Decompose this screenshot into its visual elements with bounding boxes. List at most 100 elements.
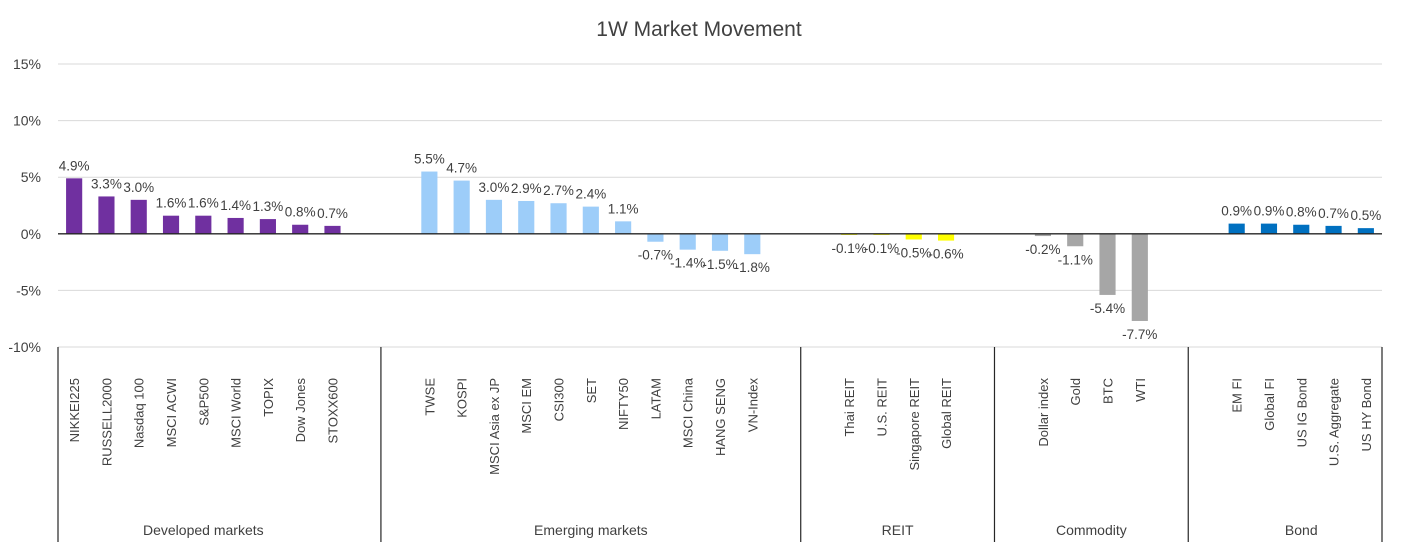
bar bbox=[292, 224, 309, 234]
data-label: 5.5% bbox=[414, 152, 445, 167]
bar bbox=[744, 233, 761, 255]
bar bbox=[324, 225, 341, 234]
bar bbox=[647, 233, 664, 242]
bar bbox=[582, 206, 599, 234]
bar bbox=[937, 233, 955, 241]
category-label: S&P500 bbox=[196, 378, 211, 426]
data-label: 0.9% bbox=[1254, 204, 1285, 219]
data-label: 0.8% bbox=[285, 205, 316, 220]
category-label: MSCI World bbox=[229, 378, 244, 448]
category-label: Singapore REIT bbox=[907, 378, 922, 471]
y-axis-ticks: 15% 10% 5% 0% -5% -10% bbox=[8, 56, 41, 355]
bar bbox=[259, 219, 276, 234]
y-tick-label: -5% bbox=[16, 282, 41, 298]
data-label: 0.7% bbox=[317, 206, 348, 221]
data-label: 0.5% bbox=[1350, 208, 1381, 223]
category-label: U.S. Aggregate bbox=[1327, 378, 1342, 466]
y-tick-label: 10% bbox=[13, 113, 41, 129]
data-label: -7.7% bbox=[1122, 327, 1157, 342]
data-label: 2.7% bbox=[543, 183, 574, 198]
group-label: Developed markets bbox=[143, 522, 264, 538]
category-label: TWSE bbox=[422, 378, 437, 416]
bar bbox=[1293, 224, 1310, 234]
category-label: US HY Bond bbox=[1359, 378, 1374, 451]
category-label: WTI bbox=[1133, 378, 1148, 402]
chart-title: 1W Market Movement bbox=[596, 18, 802, 41]
category-label: Nasdaq 100 bbox=[132, 378, 147, 448]
gridlines bbox=[58, 63, 1382, 348]
data-label: 2.9% bbox=[511, 181, 542, 196]
category-label: NIKKEI225 bbox=[67, 378, 82, 442]
data-label: 0.9% bbox=[1221, 204, 1252, 219]
data-label: -0.2% bbox=[1025, 242, 1060, 257]
data-label: -0.1% bbox=[864, 241, 899, 256]
category-label: HANG SENG bbox=[713, 378, 728, 456]
data-label: 3.3% bbox=[91, 176, 122, 191]
bar bbox=[1131, 233, 1148, 321]
bar bbox=[550, 203, 567, 234]
data-label: -1.5% bbox=[702, 257, 737, 272]
category-label: CSI300 bbox=[552, 378, 567, 421]
category-label: BTC bbox=[1101, 378, 1116, 404]
bars bbox=[66, 171, 1374, 321]
category-label: MSCI China bbox=[681, 377, 696, 448]
group-label: Commodity bbox=[1056, 522, 1127, 538]
category-label: EM FI bbox=[1230, 378, 1245, 413]
y-tick-label: -10% bbox=[8, 339, 41, 355]
data-label: -5.4% bbox=[1090, 301, 1125, 316]
category-label: KOSPI bbox=[455, 378, 470, 418]
data-label: 3.0% bbox=[479, 180, 510, 195]
data-label: 0.7% bbox=[1318, 206, 1349, 221]
category-label: SET bbox=[584, 378, 599, 403]
y-tick-label: 5% bbox=[21, 169, 41, 185]
data-label: 0.8% bbox=[1286, 205, 1317, 220]
data-label: 4.7% bbox=[446, 161, 477, 176]
category-label: Dollar index bbox=[1036, 378, 1051, 447]
bar bbox=[615, 221, 632, 234]
y-tick-label: 15% bbox=[13, 56, 41, 72]
bar bbox=[130, 199, 147, 234]
data-label: 1.6% bbox=[156, 196, 187, 211]
category-label: LATAM bbox=[648, 378, 663, 419]
bar bbox=[1034, 233, 1051, 237]
bar bbox=[421, 171, 438, 234]
bar bbox=[711, 233, 729, 251]
category-label: Gold bbox=[1068, 378, 1083, 405]
category-label: US IG Bond bbox=[1294, 378, 1309, 447]
category-labels: NIKKEI225 RUSSELL2000 Nasdaq 100 MSCI ACWI S… bbox=[67, 377, 1374, 475]
bar bbox=[679, 233, 696, 250]
data-label: -0.6% bbox=[928, 247, 963, 262]
data-label: 2.4% bbox=[575, 187, 606, 202]
group-label: REIT bbox=[882, 522, 914, 538]
bar bbox=[1260, 223, 1278, 234]
bar bbox=[162, 215, 180, 234]
category-label: Global REIT bbox=[939, 378, 954, 449]
category-label: MSCI ACWI bbox=[164, 378, 179, 447]
category-label: TOPIX bbox=[261, 378, 276, 417]
data-label: 1.3% bbox=[253, 199, 284, 214]
category-label: RUSSELL2000 bbox=[99, 378, 114, 466]
data-label: 1.6% bbox=[188, 196, 219, 211]
bar bbox=[66, 178, 83, 234]
data-label: -0.1% bbox=[832, 241, 867, 256]
data-labels: 4.9%3.3% 3.0%1.6% 1.6% 1.4% 1.3% 0.8% 0.7%5.5%… bbox=[59, 152, 1381, 342]
category-label: MSCI Asia ex JP bbox=[487, 378, 502, 475]
bar bbox=[195, 215, 212, 234]
bar bbox=[1325, 225, 1342, 234]
group-labels: Developed markets Emerging markets REIT Com… bbox=[143, 522, 1318, 538]
category-label: Dow Jones bbox=[293, 378, 308, 443]
category-label: VN-Index bbox=[745, 378, 760, 433]
data-label: -1.4% bbox=[670, 256, 705, 271]
data-label: 3.0% bbox=[123, 180, 154, 195]
bar bbox=[1067, 233, 1084, 247]
category-label: Thai REIT bbox=[842, 378, 857, 437]
data-label: -0.7% bbox=[638, 248, 673, 263]
bar bbox=[1357, 228, 1374, 234]
bar bbox=[98, 196, 115, 234]
group-label: Bond bbox=[1285, 522, 1318, 538]
y-tick-label: 0% bbox=[21, 226, 41, 242]
data-label: 1.1% bbox=[608, 201, 639, 216]
bar bbox=[485, 199, 503, 234]
category-label: Global FI bbox=[1262, 378, 1277, 431]
